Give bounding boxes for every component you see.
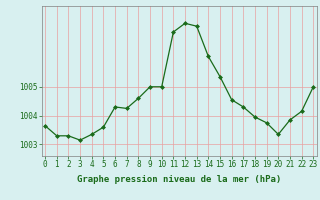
X-axis label: Graphe pression niveau de la mer (hPa): Graphe pression niveau de la mer (hPa)	[77, 175, 281, 184]
